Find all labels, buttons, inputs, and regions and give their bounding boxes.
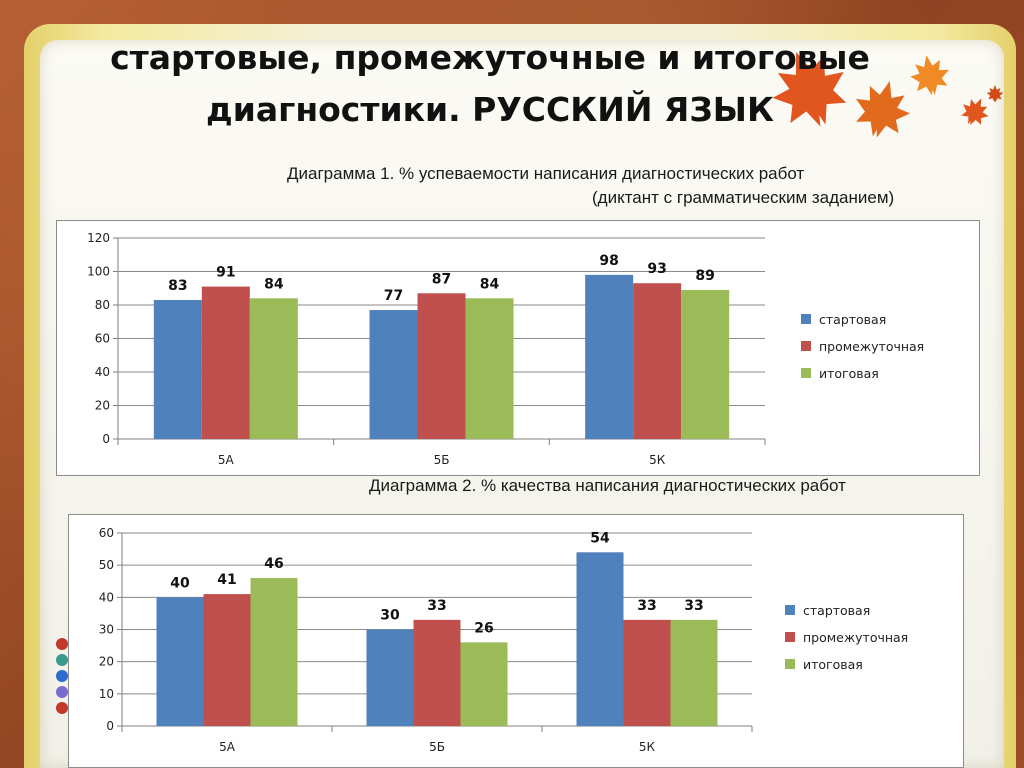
chart1-ytick-label: 20 (95, 399, 110, 413)
chart1-ytick-label: 60 (95, 332, 110, 346)
chart2-bar (413, 619, 461, 726)
chart1-category-label: 5Б (434, 453, 450, 467)
chart1-bar (153, 299, 202, 439)
chart1-category-label: 5А (218, 453, 235, 467)
chart2-data-label: 54 (590, 530, 610, 546)
chart2-ytick-label: 20 (99, 655, 114, 669)
chart1-caption-line2: (диктант с грамматическим заданием) (592, 188, 895, 207)
chart1-data-label: 84 (264, 276, 284, 292)
chart1-ytick-label: 100 (87, 265, 110, 279)
chart2-category-label: 5А (219, 740, 236, 754)
chart1-bar (249, 298, 298, 439)
chart2-bar (670, 619, 718, 726)
chart2-bar (576, 552, 624, 726)
chart1-bar (633, 283, 682, 439)
chart1-category-label: 5К (649, 453, 666, 467)
chart2-bar (203, 594, 251, 726)
chart1-ytick-label: 40 (95, 365, 110, 379)
chart1-ytick-label: 120 (87, 231, 110, 245)
chart2-bar (156, 597, 204, 726)
chart2-ytick-label: 60 (99, 526, 114, 540)
leaf-icon (956, 92, 995, 131)
chart2-data-label: 33 (684, 598, 703, 614)
chart1-ytick-label: 80 (95, 298, 110, 312)
chart2-data-label: 26 (474, 620, 493, 636)
chart1-data-label: 83 (168, 278, 187, 294)
chart2-data-label: 46 (264, 556, 283, 572)
chart1-data-label: 87 (432, 271, 451, 287)
chart1-legend-label: итоговая (819, 366, 879, 381)
chart1-legend-swatch (801, 314, 811, 324)
chart2-legend-swatch (785, 659, 795, 669)
chart1-bar (369, 310, 418, 439)
title-line-1: стартовые, промежуточные и итоговые (110, 38, 870, 77)
chart1-data-label: 93 (647, 261, 666, 277)
chart2-bar (623, 619, 671, 726)
slide-title: стартовые, промежуточные и итоговые диаг… (60, 32, 920, 136)
chart1-data-label: 89 (695, 268, 714, 284)
chart2-data-label: 33 (427, 598, 446, 614)
chart2-ytick-label: 50 (99, 558, 114, 572)
chart2-legend-swatch (785, 632, 795, 642)
chart1-caption-line1: Диаграмма 1. % успеваемости написания ди… (287, 164, 805, 183)
chart2-data-label: 30 (380, 608, 400, 624)
chart2-bar (366, 629, 414, 726)
chart2-legend-label: итоговая (803, 657, 863, 672)
chart2-container: 0 10 20 30 40 50 60 5А 40 41 46 5Б 30 33 26 5К 54 33 33 ста… (68, 514, 964, 768)
chart2-category-label: 5Б (429, 740, 445, 754)
chart1-legend-swatch (801, 341, 811, 351)
chart2-ytick-label: 10 (99, 687, 114, 701)
chart1-bar (465, 298, 514, 439)
chart1-data-label: 77 (384, 288, 403, 304)
chart1-data-label: 91 (216, 265, 235, 281)
chart1-data-label: 98 (599, 253, 618, 269)
chart2-data-label: 41 (217, 572, 236, 588)
chart2-bar (460, 642, 508, 726)
chart1-bar (585, 274, 634, 439)
chart2-caption-line1: Диаграмма 2. % качества написания диагно… (369, 476, 846, 495)
chart2-ytick-label: 40 (99, 590, 114, 604)
chart1-legend-swatch (801, 368, 811, 378)
chart1-svg: 0 20 40 60 80 100 120 5А 83 91 84 5Б 77 87 84 5К 98 93 89 с… (87, 231, 924, 467)
chart2-ytick-label: 30 (99, 623, 114, 637)
chart2-legend-label: стартовая (803, 603, 870, 618)
chart2-ytick-label: 0 (106, 719, 114, 733)
chart1-legend-label: промежуточная (819, 339, 924, 354)
chart1-bar (417, 293, 466, 439)
title-line-2: диагностики. РУССКИЙ ЯЗЫК (206, 90, 774, 129)
leaf-icon (986, 85, 1004, 103)
chart1-data-label: 84 (480, 276, 500, 292)
chart2-svg: 0 10 20 30 40 50 60 5А 40 41 46 5Б 30 33 26 5К 54 33 33 ста… (99, 526, 908, 754)
chart2-data-label: 33 (637, 598, 656, 614)
chart1-container: 0 20 40 60 80 100 120 5А 83 91 84 5Б 77 87 84 5К 98 93 89 с… (56, 220, 980, 476)
chart1-bar (201, 286, 250, 439)
chart1-ytick-label: 0 (102, 432, 110, 446)
chart1-bar (681, 289, 730, 439)
chart2-bar (250, 578, 298, 726)
chart2-legend-label: промежуточная (803, 630, 908, 645)
beads-decoration (56, 638, 68, 714)
chart2-legend-swatch (785, 605, 795, 615)
chart2-category-label: 5К (639, 740, 656, 754)
chart2-data-label: 40 (170, 575, 190, 591)
chart1-legend-label: стартовая (819, 312, 886, 327)
